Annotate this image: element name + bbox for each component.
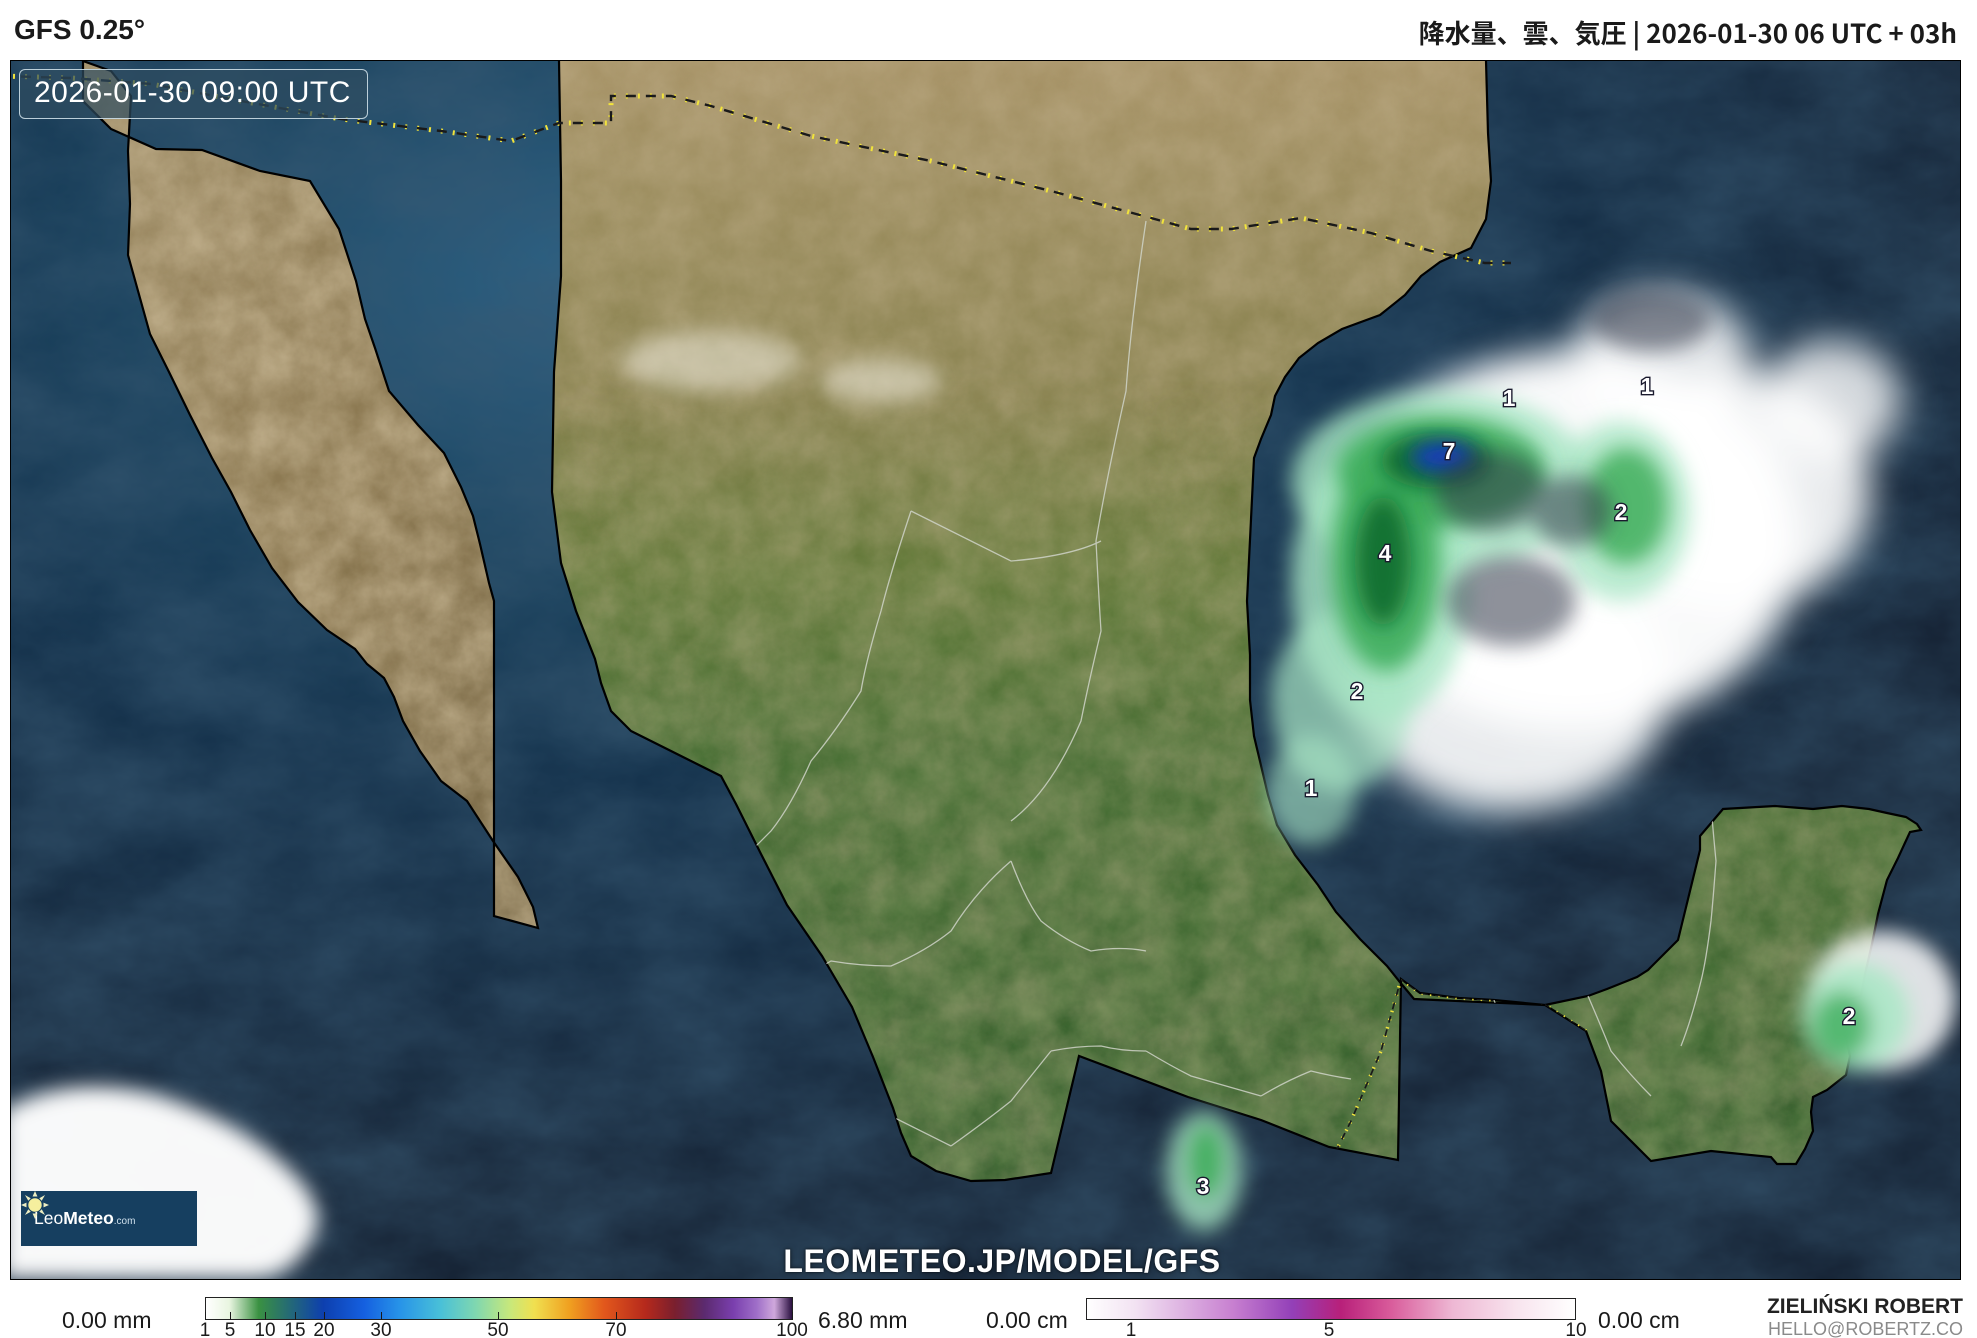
svg-text:3: 3 bbox=[1197, 1173, 1210, 1199]
svg-text:2: 2 bbox=[1351, 678, 1364, 704]
svg-text:2: 2 bbox=[1843, 1003, 1856, 1029]
svg-text:1: 1 bbox=[1503, 385, 1516, 411]
svg-text:1: 1 bbox=[1641, 373, 1654, 399]
svg-text:7: 7 bbox=[1443, 438, 1456, 464]
svg-text:1: 1 bbox=[1305, 775, 1318, 801]
svg-text:4: 4 bbox=[1379, 540, 1392, 566]
svg-text:2: 2 bbox=[1615, 499, 1628, 525]
